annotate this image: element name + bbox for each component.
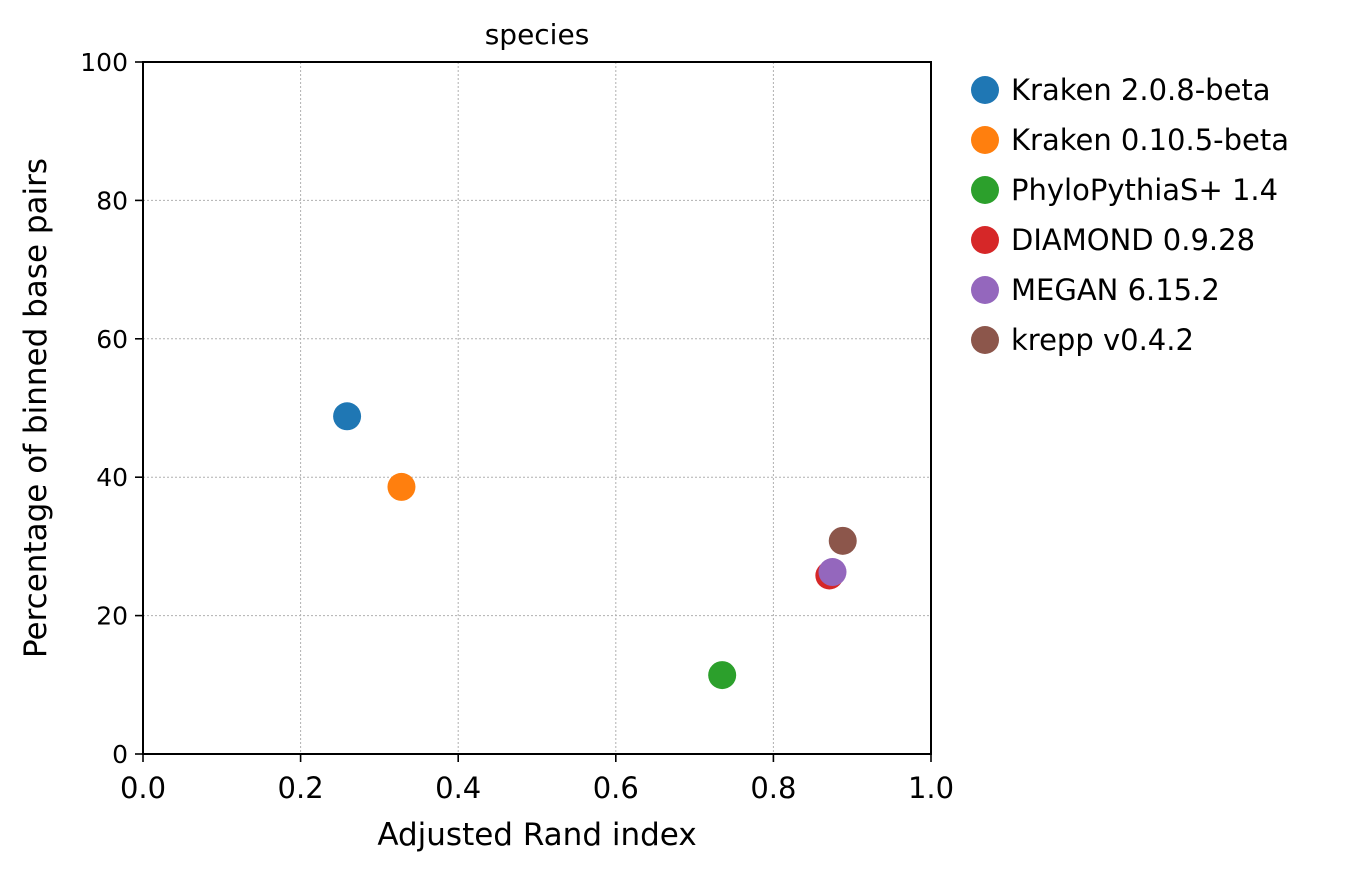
x-tick-label: 0.8 (750, 771, 796, 805)
chart-title: species (485, 18, 590, 51)
legend-label-1: Kraken 2.0.8-beta (1011, 73, 1271, 107)
legend-label-2: Kraken 0.10.5-beta (1011, 123, 1289, 157)
legend-marker-6 (971, 326, 999, 354)
x-tick-label: 0.0 (120, 771, 166, 805)
data-points (333, 402, 857, 690)
plot-area-frame (142, 61, 932, 755)
x-tick-label: 0.6 (593, 771, 639, 805)
data-point-3 (708, 661, 737, 690)
legend-label-5: MEGAN 6.15.2 (1011, 273, 1220, 307)
y-tick-label: 100 (80, 48, 128, 77)
data-point-6 (828, 526, 857, 555)
x-tick-label: 0.4 (435, 771, 481, 805)
legend-marker-4 (971, 226, 999, 254)
y-tick-label: 80 (96, 186, 128, 215)
axis-ticks: 0.0 0.2 0.4 0.6 0.8 1.0 0 20 40 60 80 100 (80, 48, 954, 805)
data-point-1 (333, 402, 362, 431)
y-axis-label: Percentage of binned base pairs (18, 158, 54, 658)
y-tick-label: 40 (96, 463, 128, 492)
data-point-5 (818, 558, 847, 587)
legend-marker-5 (971, 276, 999, 304)
legend-marker-1 (971, 76, 999, 104)
legend-marker-2 (971, 126, 999, 154)
grid-lines (142, 61, 932, 755)
legend-label-4: DIAMOND 0.9.28 (1011, 223, 1255, 257)
x-tick-label: 0.2 (278, 771, 324, 805)
data-point-2 (387, 472, 416, 501)
legend-marker-3 (971, 176, 999, 204)
y-tick-label: 0 (112, 740, 128, 769)
x-axis-label: Adjusted Rand index (377, 817, 696, 853)
legend-label-6: krepp v0.4.2 (1011, 323, 1194, 357)
x-tick-label: 1.0 (908, 771, 954, 805)
y-tick-label: 20 (96, 602, 128, 631)
y-tick-label: 60 (96, 325, 128, 354)
legend: Kraken 2.0.8-beta Kraken 0.10.5-beta Phylo… (971, 73, 1289, 357)
legend-label-3: PhyloPythiaS+ 1.4 (1011, 173, 1278, 207)
